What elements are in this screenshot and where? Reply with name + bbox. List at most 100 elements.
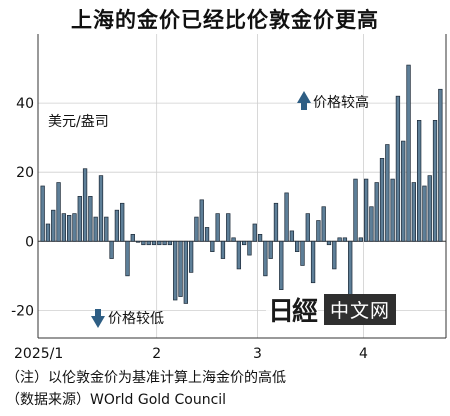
bar	[183, 240, 188, 304]
bar	[284, 192, 289, 242]
bar	[141, 240, 146, 246]
nikkei-logo: 日經 中文网	[266, 290, 397, 328]
bar	[109, 240, 114, 259]
bar	[332, 240, 337, 270]
bar	[342, 237, 348, 242]
footnote: （注）以伦敦金价为基准计算上海金价的高低	[6, 370, 286, 386]
arrow-up-icon	[297, 91, 311, 110]
bar	[369, 206, 374, 242]
bar	[61, 213, 67, 242]
y-tick-label: 40	[16, 96, 34, 112]
bar	[321, 206, 326, 242]
bar	[130, 234, 135, 242]
bar	[395, 95, 401, 242]
bar	[204, 227, 210, 242]
bar	[353, 178, 358, 242]
bar	[162, 240, 167, 246]
bar	[252, 223, 257, 242]
bar	[188, 240, 194, 273]
bar	[385, 144, 390, 242]
bar	[316, 220, 321, 242]
bar	[427, 175, 432, 242]
bar	[120, 202, 125, 242]
bar	[231, 237, 236, 242]
bar	[167, 240, 173, 246]
bar	[220, 240, 226, 259]
bar	[194, 216, 199, 242]
bar	[157, 240, 162, 246]
bar	[438, 88, 443, 242]
bar	[56, 182, 61, 242]
bar	[295, 240, 300, 252]
bar	[411, 182, 416, 242]
y-tick-label: -20	[11, 303, 34, 319]
unit-label: 美元/盎司	[48, 114, 109, 130]
lower-annotation: 价格较低	[91, 309, 164, 328]
bar	[82, 168, 88, 242]
bar	[199, 199, 204, 242]
bar	[348, 240, 353, 297]
x-tick-label: 3	[253, 346, 262, 362]
bar	[135, 240, 141, 243]
bar	[45, 223, 51, 242]
bar	[326, 240, 332, 246]
y-tick-label: 0	[25, 234, 34, 250]
x-tick-label: 4	[359, 346, 368, 362]
bar	[337, 237, 342, 242]
bar	[210, 240, 215, 252]
bar	[416, 120, 422, 242]
bar	[40, 185, 45, 242]
chart-title: 上海的金价已经比伦敦金价更高	[71, 8, 379, 32]
bar	[67, 215, 72, 242]
bar	[358, 237, 363, 242]
bar	[93, 216, 98, 242]
higher-annotation: 价格较高	[297, 91, 369, 111]
bar	[114, 209, 120, 242]
bar	[374, 182, 379, 242]
bar	[226, 213, 231, 242]
bar	[125, 240, 130, 277]
bar	[310, 240, 316, 284]
higher-label: 价格较高	[313, 94, 369, 111]
bar	[363, 178, 369, 242]
bar	[273, 202, 279, 242]
lower-label: 价格较低	[108, 311, 164, 327]
bar	[173, 240, 178, 301]
bar	[247, 240, 252, 256]
bar	[236, 240, 242, 270]
bar	[289, 230, 295, 242]
bar	[257, 234, 263, 242]
bar	[279, 240, 284, 290]
bars	[40, 64, 443, 304]
bar	[178, 240, 183, 297]
x-tick-label: 2025/1	[14, 346, 63, 362]
bar	[146, 240, 151, 246]
bar	[72, 213, 77, 242]
logo-text: 中文网	[324, 293, 397, 325]
x-tick-label: 2	[152, 346, 161, 362]
bar	[51, 209, 56, 242]
bar	[300, 240, 305, 266]
bar	[104, 216, 109, 242]
bar	[77, 196, 82, 242]
bar	[88, 196, 93, 242]
data-source: （数据来源）WOrld Gold Council	[6, 392, 227, 408]
bar	[422, 185, 427, 242]
bar	[242, 240, 247, 246]
bar	[390, 178, 395, 242]
nikkei-mark-icon: 日經	[266, 290, 318, 328]
bar	[268, 240, 273, 259]
bar	[379, 158, 385, 242]
bar	[401, 140, 406, 242]
bar	[305, 213, 310, 242]
arrow-down-icon	[91, 309, 105, 328]
bar	[432, 120, 438, 242]
bar	[263, 240, 268, 277]
bar	[98, 175, 104, 242]
bar	[215, 213, 220, 242]
y-tick-label: 20	[16, 165, 34, 181]
axes: -20 0 20 40 2025/1 2 3 4	[11, 34, 447, 362]
bar	[406, 64, 411, 242]
bar	[151, 240, 157, 246]
